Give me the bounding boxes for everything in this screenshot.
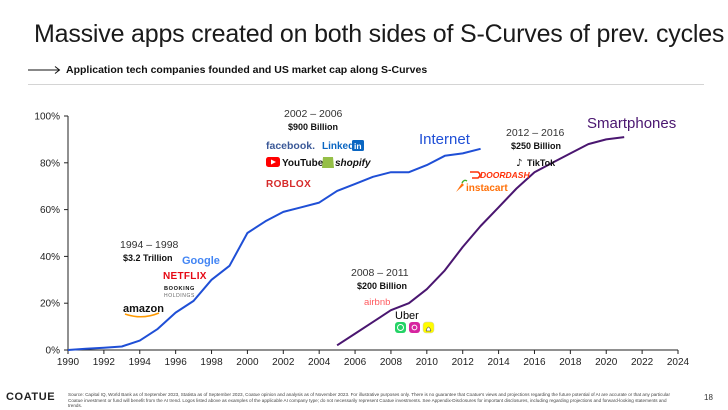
instagram-lens-icon [411,324,418,331]
x-tick-label: 1994 [129,357,152,368]
x-tick-label: 2002 [272,357,295,368]
instagram-icon [409,322,420,333]
coatue-logo: COATUE [6,391,56,403]
shopify-logo: shopify [335,158,371,169]
annotation-value-1994: $3.2 Trillion [123,253,173,263]
youtube-triangle-icon [271,159,276,165]
arrow-right-icon [28,66,61,74]
y-tick-label: 100% [34,112,60,123]
x-tick-label: 2008 [380,357,403,368]
series-line-smartphones [336,136,625,347]
annotation-value-2012: $250 Billion [511,141,561,151]
doordash-icon [470,171,481,179]
annotation-period-2008: 2008 – 2011 [351,267,409,279]
linkedin-in-badge [352,140,364,151]
y-tick-label: 60% [40,205,60,216]
facebook-logo: facebook. [266,140,315,152]
y-tick-label: 20% [40,299,60,310]
annotation-period-2012: 2012 – 2016 [506,127,565,139]
uber-logo: Uber [395,310,419,322]
annotation-period-1994: 1994 – 1998 [120,239,179,251]
amazon-logo: amazon [123,303,164,315]
linkedin-in-text: in [354,141,362,151]
airbnb-logo: airbnb [364,297,390,308]
chart-subtitle: Application tech companies founded and U… [28,64,427,76]
x-tick-label: 2004 [308,357,331,368]
netflix-logo: NETFLIX [163,271,207,282]
y-tick-label: 40% [40,252,60,263]
page-title: Massive apps created on both sides of S-… [34,20,725,48]
x-tick-label: 2022 [631,357,654,368]
x-tick-label: 2018 [559,357,582,368]
x-tick-label: 1998 [200,357,223,368]
booking-logo: BOOKING [164,286,195,292]
series-line-internet [67,147,481,351]
instacart-leaf-icon [461,179,468,184]
x-tick-label: 2016 [523,357,546,368]
youtube-logo: YouTube [282,158,324,169]
x-tick-label: 2006 [344,357,367,368]
header-divider [28,84,704,85]
booking-holdings-logo: HOLDINGS [164,293,195,299]
google-logo: Google [182,255,220,267]
page-number: 18 [704,393,713,402]
x-tick-label: 2012 [452,357,475,368]
whatsapp-icon [395,322,406,333]
x-tick-label: 2024 [667,357,690,368]
x-tick-label: 1996 [165,357,188,368]
doordash-logo: DOORDASH [480,170,530,180]
instacart-logo: instacart [466,183,508,194]
subtitle-text: Application tech companies founded and U… [66,64,428,76]
whatsapp-glyph-icon [397,324,404,331]
footer-disclaimer: Source: Capital IQ, World Bank as of Sep… [68,392,670,409]
amazon-smile-icon [124,312,160,318]
tiktok-note-icon: ♪ [516,158,522,169]
x-tick-label: 2020 [595,357,618,368]
x-tick-label: 2000 [236,357,259,368]
x-tick-label: 2014 [487,357,510,368]
x-tick-label: 1992 [93,357,116,368]
annotation-period-2002: 2002 – 2006 [284,108,343,120]
snapchat-ghost-icon [425,326,432,332]
y-tick-label: 0% [46,346,61,357]
annotation-value-2002: $900 Billion [288,122,338,132]
shopify-bag-icon [322,157,334,168]
annotation-value-2008: $200 Billion [357,281,407,291]
series-label-smartphones: Smartphones [587,115,676,132]
y-tick-label: 80% [40,158,60,169]
instacart-carrot-icon [456,183,464,192]
x-tick-label: 2010 [416,357,439,368]
series-label-internet: Internet [419,131,471,148]
tiktok-logo: TikTok [527,158,556,168]
roblox-logo: ROBLOX [266,179,311,190]
linkedin-logo: Linked [322,141,354,152]
x-tick-label: 1990 [57,357,80,368]
